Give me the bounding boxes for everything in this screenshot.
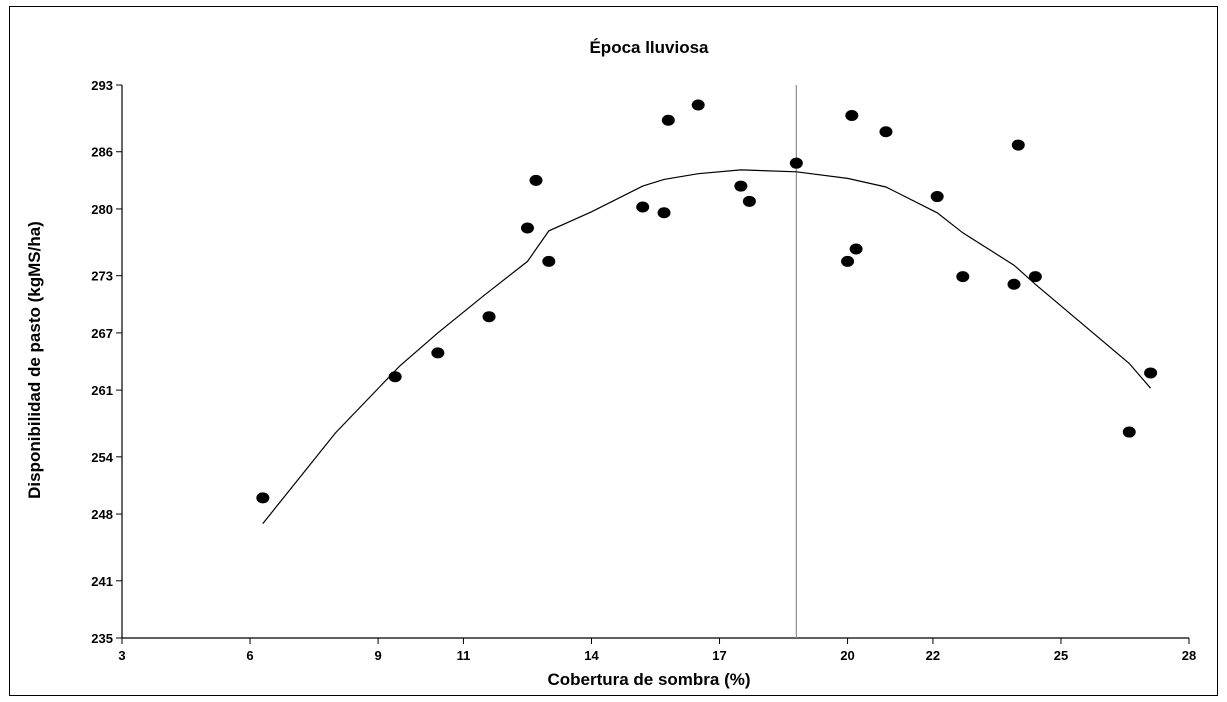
x-axis-label: Cobertura de sombra (%) <box>547 670 750 689</box>
data-point <box>789 157 803 169</box>
x-tick-label: 28 <box>1182 648 1196 663</box>
data-point <box>849 243 863 255</box>
fit-curve <box>262 169 1152 524</box>
y-tick-label: 280 <box>91 202 113 217</box>
data-point <box>930 191 944 203</box>
y-tick-label: 273 <box>91 269 113 284</box>
data-point <box>636 201 650 213</box>
y-tick-label: 235 <box>91 631 113 646</box>
data-point <box>1028 271 1042 283</box>
data-point <box>845 110 859 122</box>
x-tick-label: 9 <box>374 648 381 663</box>
plot-area <box>256 85 1158 638</box>
axes: 3 6 9 11 14 17 20 22 25 28 235 241 248 254 261 267 273 28… <box>91 78 1196 663</box>
data-point <box>1144 367 1158 379</box>
data-point <box>661 114 675 126</box>
x-tick-label: 17 <box>712 648 726 663</box>
x-tick-label: 25 <box>1054 648 1068 663</box>
data-point <box>431 347 445 359</box>
y-axis-label: Disponibilidad de pasto (kgMS/ha) <box>25 221 44 499</box>
data-point <box>482 311 496 323</box>
x-tick-label: 11 <box>457 648 471 663</box>
x-tick-label: 14 <box>584 648 599 663</box>
data-point <box>1122 426 1136 438</box>
data-point <box>734 180 748 192</box>
data-point <box>691 99 705 111</box>
chart-frame <box>9 6 1218 696</box>
y-tick-label: 261 <box>91 383 113 398</box>
data-point <box>742 195 756 207</box>
data-point <box>388 371 402 383</box>
data-point <box>256 492 270 504</box>
data-point <box>542 255 556 267</box>
data-point <box>657 207 671 219</box>
x-tick-label: 3 <box>118 648 125 663</box>
data-point <box>520 222 534 234</box>
x-tick-label: 20 <box>840 648 854 663</box>
chart-title: Época lluviosa <box>589 38 709 57</box>
y-tick-label: 248 <box>91 507 113 522</box>
y-tick-label: 286 <box>91 145 113 160</box>
data-point <box>1011 139 1025 151</box>
x-tick-label: 6 <box>246 648 253 663</box>
data-point <box>956 271 970 283</box>
data-point <box>529 174 543 186</box>
y-tick-label: 267 <box>91 326 113 341</box>
data-point <box>879 126 893 138</box>
data-point <box>841 255 855 267</box>
data-point <box>1007 278 1021 290</box>
y-tick-label: 241 <box>91 574 113 589</box>
x-tick-label: 22 <box>926 648 940 663</box>
y-tick-label: 254 <box>91 450 113 465</box>
y-tick-label: 293 <box>91 78 113 93</box>
